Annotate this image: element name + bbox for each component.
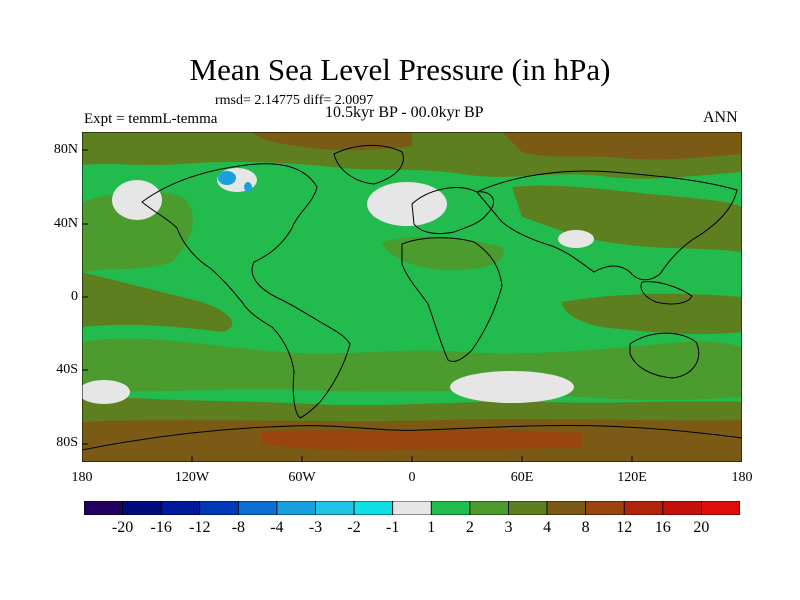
y-tick-equator: 0 — [71, 289, 78, 304]
tropical-pacific-high — [82, 272, 233, 332]
x-tick-120e: 120E — [617, 470, 647, 485]
colorbar-label: 3 — [504, 519, 513, 536]
pressure-anomaly-map — [82, 132, 742, 462]
experiment-label: Expt = temmL-temma — [84, 111, 218, 127]
colorbar-swatch — [430, 501, 471, 515]
colorbar-swatch — [160, 501, 201, 515]
x-tick-120w: 120W — [174, 470, 210, 485]
colorbar-label: -1 — [386, 519, 400, 536]
southern-high-band — [82, 394, 742, 424]
x-tick-180-left: 180 — [71, 470, 93, 485]
colorbar-label: 12 — [616, 519, 633, 536]
colorbar-label: 20 — [693, 519, 710, 536]
colorbar-swatch — [469, 501, 509, 515]
southern-mid-band — [82, 338, 742, 400]
colorbar-label: -12 — [189, 519, 211, 536]
y-tick-80n: 80N — [53, 142, 78, 157]
figure-title: Mean Sea Level Pressure (in hPa) — [189, 52, 611, 87]
colorbar-swatch — [315, 501, 355, 515]
colorbar-swatch — [546, 501, 587, 515]
x-tick-60w: 60W — [288, 470, 316, 485]
colorbar-swatch — [122, 501, 162, 515]
y-tick-40s: 40S — [56, 362, 78, 377]
greenland-coast — [333, 144, 404, 185]
colorbar-swatch — [84, 501, 123, 515]
north-pacific-high — [82, 191, 193, 272]
colorbar-swatch — [199, 501, 239, 515]
south-atlantic-low-patch — [450, 371, 574, 403]
colorbar-swatch — [276, 501, 316, 515]
colorbar-label: 1 — [427, 519, 436, 536]
hudson-bay-negative — [218, 171, 236, 185]
antarctica-coast — [82, 424, 742, 451]
north-atlantic-mid — [382, 236, 504, 271]
north-pacific-low-patch — [112, 180, 162, 220]
colorbar-swatch — [585, 501, 625, 515]
map-ticks — [82, 149, 633, 462]
season-label: ANN — [703, 109, 738, 126]
colorbar-swatch — [662, 501, 702, 515]
south-pacific-low-patch — [82, 380, 130, 404]
y-tick-40n: 40N — [53, 216, 78, 231]
europe-coast — [411, 187, 495, 235]
x-tick-180-right: 180 — [731, 470, 753, 485]
colorbar-swatch — [701, 501, 740, 515]
x-tick-0: 0 — [408, 470, 416, 485]
colorbar-swatch — [353, 501, 394, 515]
x-tick-60e: 60E — [510, 470, 534, 485]
colorbar-label: 2 — [465, 519, 474, 536]
colorbar-label: 4 — [543, 519, 552, 536]
hudson-bay-negative-2 — [244, 182, 252, 192]
colorbar-label: -8 — [231, 519, 246, 536]
asia-coast — [476, 170, 738, 281]
africa-coast — [401, 237, 503, 363]
colorbar-label: -2 — [347, 519, 361, 536]
antarctic-extreme-high — [262, 429, 582, 451]
period-label: 10.5kyr BP - 00.0kyr BP — [325, 104, 484, 121]
north-atlantic-low-patch — [367, 182, 447, 226]
americas-coast — [141, 163, 351, 419]
colorbar-swatch — [237, 501, 278, 515]
maritime-continent-coast — [640, 281, 693, 305]
statistics-label: rmsd= 2.14775 diff= 2.0097 — [215, 93, 374, 108]
colorbar-swatch — [392, 501, 432, 515]
australia-coast — [629, 332, 700, 379]
tropical-east-high — [562, 293, 742, 335]
colorbar-label: -4 — [270, 519, 284, 536]
asia-low-patch — [558, 230, 594, 248]
colorbar-swatch — [508, 501, 548, 515]
colorbar-label: -16 — [150, 519, 172, 536]
colorbar — [84, 501, 740, 515]
arctic-very-high — [502, 132, 742, 160]
asia-high-band — [512, 185, 742, 252]
colorbar-label: -20 — [111, 519, 134, 536]
colorbar-label: 16 — [654, 519, 671, 536]
colorbar-label: 8 — [581, 519, 590, 536]
y-tick-80s: 80S — [56, 435, 78, 450]
coastlines — [82, 144, 742, 451]
colorbar-label: -3 — [308, 519, 323, 536]
colorbar-swatch — [623, 501, 664, 515]
